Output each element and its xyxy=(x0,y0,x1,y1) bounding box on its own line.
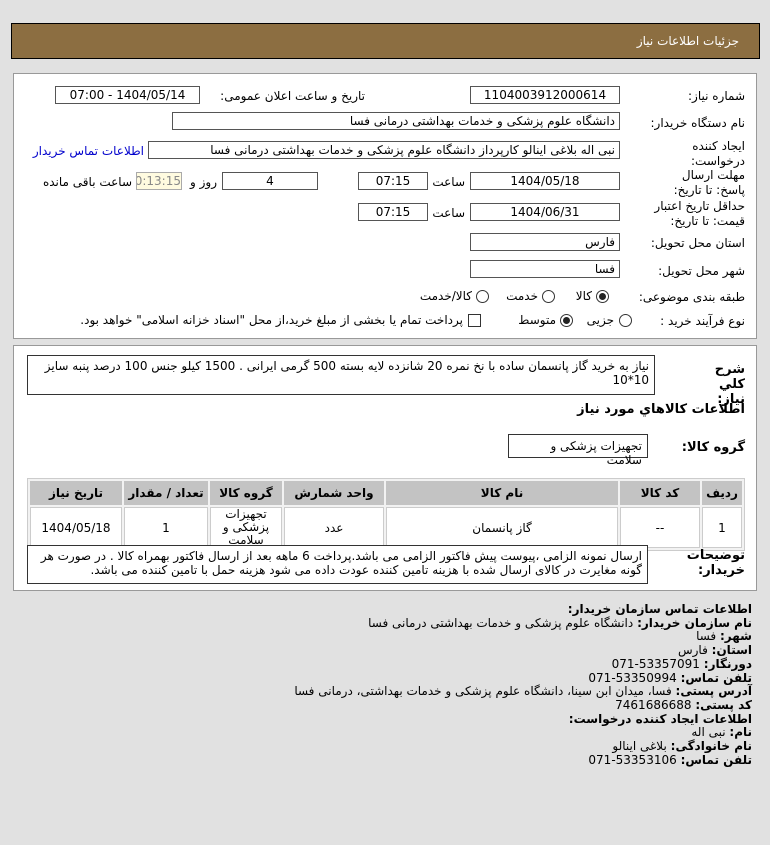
deadline-label: مهلت ارسال پاسخ: تا تاریخ: xyxy=(673,168,745,197)
category-label: طبقه بندی موضوعی: xyxy=(638,290,745,304)
announce-field[interactable]: 1404/05/14 - 07:00 xyxy=(55,86,200,104)
creator-field[interactable]: نبی اله بلاغی اینالو کارپرداز دانشگاه عل… xyxy=(148,141,620,159)
fax-label: دورنگار: xyxy=(703,656,752,671)
col-code: کد کالا xyxy=(620,481,700,505)
group-box: تجهیزات پزشکی و سلامت xyxy=(508,434,648,467)
process-radio-medium[interactable] xyxy=(560,314,573,327)
family-value: بلاغی اینالو xyxy=(612,739,667,754)
buyer-contact-info: اطلاعات تماس سازمان خریدار: نام سازمان خ… xyxy=(152,602,752,767)
col-qty: تعداد / مقدار xyxy=(124,481,208,505)
validity-time-label: ساعت xyxy=(432,206,465,220)
cell-row: 1 xyxy=(702,507,742,548)
buyer-contact-link[interactable]: اطلاعات تماس خریدار xyxy=(32,144,144,158)
creator-label: ایجاد کننده درخواست: xyxy=(691,139,745,168)
province-label: استان: xyxy=(711,643,752,658)
city-label: شهر محل تحویل: xyxy=(658,264,745,278)
payment-note: پرداخت تمام یا بخشی از مبلغ خرید،از محل … xyxy=(80,313,463,327)
description-label: شرح کلي نياز: xyxy=(714,362,745,407)
table-row: 1 -- گاز پانسمان عدد تجهیزات پزشکی و سلا… xyxy=(30,507,742,548)
phone-label: تلفن تماس: xyxy=(680,670,752,685)
address-label: آدرس پستی: xyxy=(675,684,752,699)
buyer-label: نام دستگاه خریدار: xyxy=(650,116,746,130)
validity-time-field[interactable]: 07:15 xyxy=(358,203,428,221)
name-label: نام: xyxy=(729,725,752,740)
category-option-service: خدمت xyxy=(506,289,538,303)
days-label: روز و xyxy=(190,175,217,189)
items-table: ردیف کد کالا نام کالا واحد شمارش گروه کا… xyxy=(27,478,745,551)
page-title: جزئیات اطلاعات نیاز xyxy=(636,34,739,48)
days-field[interactable]: 4 xyxy=(222,172,318,190)
col-unit: واحد شمارش xyxy=(284,481,384,505)
postal-value: 7461686688 xyxy=(615,697,692,712)
cell-name: گاز پانسمان xyxy=(386,507,618,548)
need-number-field[interactable]: 1104003912000614 xyxy=(470,86,620,104)
validity-date-field[interactable]: 1404/06/31 xyxy=(470,203,620,221)
province-label: استان محل تحویل: xyxy=(650,236,745,250)
cell-code: -- xyxy=(620,507,700,548)
validity-label: حداقل تاریخ اعتبار قیمت: تا تاریخ: xyxy=(654,199,745,228)
cell-unit: عدد xyxy=(284,507,384,548)
city-value: فسا xyxy=(696,629,717,644)
treasury-payment-checkbox[interactable] xyxy=(468,314,481,327)
name-value: نبی اله xyxy=(691,725,726,740)
category-option-goods: کالا xyxy=(575,289,592,303)
cell-qty: 1 xyxy=(124,507,208,548)
postal-label: کد پستی: xyxy=(695,697,752,712)
creator-title: اطلاعات ایجاد کننده درخواست: xyxy=(568,711,752,726)
description-box: نیاز به خرید گاز پانسمان ساده با نخ نمره… xyxy=(27,355,655,395)
org-value: دانشگاه علوم پزشکی و خدمات بهداشتی درمان… xyxy=(368,615,634,630)
deadline-time-field[interactable]: 07:15 xyxy=(358,172,428,190)
group-label: گروه کالا: xyxy=(681,440,745,455)
process-option-medium: متوسط xyxy=(518,313,556,327)
notes-box: ارسال نمونه الزامی ،پیوست پیش فاکتور الز… xyxy=(27,545,648,584)
items-title: اطلاعات کالاهاي مورد نياز xyxy=(577,402,745,417)
process-option-minor: جزیی xyxy=(586,313,614,327)
fax-value: 53357091-071 xyxy=(611,656,700,671)
col-name: نام کالا xyxy=(386,481,618,505)
phone-value: 53350994-071 xyxy=(588,670,677,685)
remaining-timer: 00:13:15 xyxy=(136,172,182,190)
remaining-label: ساعت باقی مانده xyxy=(42,175,132,189)
announce-label: تاریخ و ساعت اعلان عمومی: xyxy=(220,89,365,103)
need-number-label: شماره نیاز: xyxy=(688,89,745,103)
col-date: تاریخ نیاز xyxy=(30,481,122,505)
province-field[interactable]: فارس xyxy=(470,233,620,251)
province-value: فارس xyxy=(677,643,708,658)
process-radio-minor[interactable] xyxy=(619,314,632,327)
address-value: فسا، میدان ابن سینا، دانشگاه علوم پزشکی … xyxy=(294,684,672,699)
deadline-time-label: ساعت xyxy=(432,175,465,189)
cell-group: تجهیزات پزشکی و سلامت xyxy=(210,507,282,548)
creator-phone-label: تلفن تماس: xyxy=(680,752,752,767)
buyer-field[interactable]: دانشگاه علوم پزشکی و خدمات بهداشتی درمان… xyxy=(172,112,620,130)
page-header: جزئیات اطلاعات نیاز xyxy=(11,23,760,59)
city-field[interactable]: فسا xyxy=(470,260,620,278)
org-label: نام سازمان خریدار: xyxy=(637,615,752,630)
col-row: ردیف xyxy=(702,481,742,505)
category-option-both: کالا/خدمت xyxy=(419,289,472,303)
contact-title: اطلاعات تماس سازمان خریدار: xyxy=(567,602,752,616)
city-label: شهر: xyxy=(720,629,752,644)
notes-label: توضیحات خریدار: xyxy=(686,548,745,578)
category-radio-service[interactable] xyxy=(542,290,555,303)
col-group: گروه کالا xyxy=(210,481,282,505)
process-label: نوع فرآیند خرید : xyxy=(660,314,745,328)
category-radio-both[interactable] xyxy=(476,290,489,303)
family-label: نام خانوادگی: xyxy=(670,739,752,754)
category-radio-goods[interactable] xyxy=(596,290,609,303)
cell-date: 1404/05/18 xyxy=(30,507,122,548)
deadline-date-field[interactable]: 1404/05/18 xyxy=(470,172,620,190)
creator-phone-value: 53353106-071 xyxy=(588,752,677,767)
table-header-row: ردیف کد کالا نام کالا واحد شمارش گروه کا… xyxy=(30,481,742,505)
